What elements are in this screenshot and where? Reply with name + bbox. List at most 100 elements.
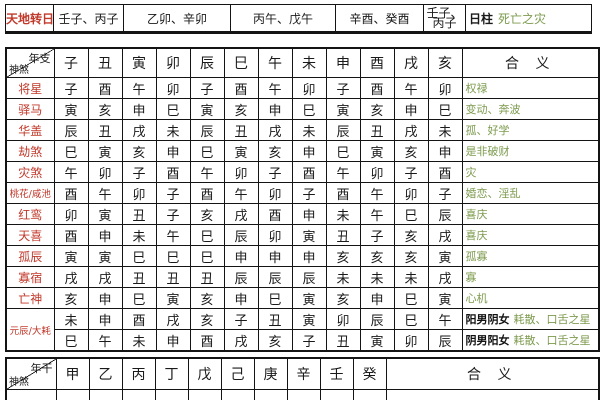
gender-label: 阴男阳女 (465, 334, 510, 347)
branch-value-cell: 戌 (393, 119, 429, 141)
branch-value-cell: 寅 (87, 203, 123, 225)
strip-row: 天地转日 壬子、丙子 乙卯、辛卯 丙午、戊午 辛酉、癸酉 壬子、 丙子 日柱 死亡… (5, 4, 592, 33)
branch-value-cell: 亥 (87, 98, 123, 120)
stacked-line: 壬子、 (426, 6, 463, 20)
shensha-row: 灾煞午卯子酉午卯子酉午卯子酉灾 (5, 161, 600, 183)
branch-value-cell: 申 (291, 140, 327, 162)
meaning-cell: 孤寡 (461, 245, 600, 267)
branch-value-cell: 巳 (189, 140, 225, 162)
day-pillar-label: 日柱 (469, 11, 494, 26)
branch-value-cell: 子 (427, 182, 463, 204)
cutoff-cell (55, 389, 90, 400)
shensha-label: 驿马 (5, 98, 55, 120)
branch-value-cell: 亥 (121, 140, 157, 162)
branch-value-cell: 午 (189, 161, 225, 183)
branch-value-cell: 酉 (53, 182, 89, 204)
branch-value-cell: 辰 (257, 266, 293, 288)
stem-column-header: 庚 (253, 357, 288, 390)
strip-pillar-cell: 丙午、戊午 (230, 4, 336, 33)
branch-value-cell: 卯 (223, 161, 259, 183)
branch-value-cell: 酉 (53, 224, 89, 246)
shensha-row: 巳午未申酉戌亥子丑寅卯辰阴男阳女 耗散、口舌之星 (6, 329, 600, 352)
shensha-label: 华盖 (5, 119, 55, 141)
branch-value-cell: 酉 (291, 161, 327, 183)
branch-value-cell: 巳 (393, 308, 429, 330)
branch-value-cell: 寅 (291, 308, 327, 330)
cutoff-cell (253, 389, 288, 400)
branch-value-cell: 午 (325, 161, 361, 183)
cutoff-cell (319, 389, 354, 400)
meaning-cell: 阳男阴女 耗散、口舌之星 (461, 308, 600, 330)
stem-header-row: 年干 神煞 甲乙丙丁戊己庚辛壬癸合 义 (5, 357, 600, 390)
shensha-label: 红鸾 (5, 203, 55, 225)
branch-value-cell: 巳 (291, 98, 327, 120)
branch-value-cell: 亥 (189, 308, 225, 330)
strip-pillar-stacked-cell: 壬子、 丙子 (423, 4, 466, 33)
branch-column-header: 午 (257, 47, 293, 78)
branch-value-cell: 辰 (189, 119, 225, 141)
branch-value-cell: 卯 (393, 329, 429, 352)
branch-value-cell: 寅 (291, 287, 327, 309)
branch-value-cell: 巳 (53, 329, 89, 352)
branch-value-cell: 巳 (121, 245, 157, 267)
cutoff-cell (154, 389, 189, 400)
branch-value-cell: 未 (325, 266, 361, 288)
branch-value-cell: 辰 (223, 266, 259, 288)
corner-top-label: 年干 (30, 362, 53, 375)
branch-value-cell: 巳 (393, 203, 429, 225)
branch-value-cell: 酉 (121, 308, 157, 330)
branch-value-cell: 午 (257, 77, 293, 99)
branch-column-header: 酉 (359, 47, 395, 78)
branch-value-cell: 亥 (359, 98, 395, 120)
branch-value-cell: 未 (325, 203, 361, 225)
branch-value-cell: 亥 (393, 224, 429, 246)
shensha-row: 孤辰寅寅巳巳巳申申申亥亥亥寅孤寡 (5, 245, 600, 267)
branch-value-cell: 戌 (223, 329, 259, 352)
stem-column-header: 丙 (121, 357, 156, 390)
branch-value-cell: 丑 (155, 266, 191, 288)
shensha-label: 劫煞 (5, 140, 55, 162)
branch-value-cell: 子 (155, 182, 191, 204)
branch-value-cell: 卯 (325, 308, 361, 330)
stem-column-header: 甲 (55, 357, 90, 390)
branch-value-cell: 子 (189, 77, 225, 99)
branch-value-cell: 酉 (325, 182, 361, 204)
branch-value-cell: 寅 (427, 287, 463, 309)
branch-value-cell: 巳 (155, 245, 191, 267)
branch-value-cell: 子 (155, 203, 191, 225)
meaning-cell: 灾 (461, 161, 600, 183)
branch-value-cell: 申 (359, 287, 395, 309)
meaning-cell: 权禄 (461, 77, 600, 99)
branch-value-cell: 丑 (189, 266, 225, 288)
branch-value-cell: 寅 (87, 140, 123, 162)
branch-value-cell: 未 (121, 329, 157, 352)
corner-bottom-label: 神煞 (9, 65, 29, 76)
branch-value-cell: 戌 (121, 119, 157, 141)
meaning-cell: 婚恋、淫乱 (461, 182, 600, 204)
shensha-row: 天喜酉申未午巳辰卯寅丑子亥戌喜庆 (5, 224, 600, 246)
branch-value-cell: 巳 (427, 98, 463, 120)
meaning-cell: 是非破财 (461, 140, 600, 162)
strip-pillar-cell: 乙卯、辛卯 (123, 4, 231, 33)
day-pillar-meaning: 死亡之灾 (498, 11, 547, 26)
branch-value-cell: 卯 (155, 77, 191, 99)
branch-value-cell: 酉 (155, 161, 191, 183)
branch-value-cell: 申 (257, 245, 293, 267)
branch-value-cell: 戌 (53, 266, 89, 288)
branch-value-cell: 未 (53, 308, 89, 330)
branch-value-cell: 巳 (257, 287, 293, 309)
branch-value-cell: 申 (393, 98, 429, 120)
branch-value-cell: 亥 (257, 329, 293, 352)
branch-value-cell: 辰 (325, 119, 361, 141)
meaning-cell: 喜庆 (461, 203, 600, 225)
branch-value-cell: 亥 (359, 245, 395, 267)
shensha-row: 元辰/大耗未申酉戌亥子丑寅卯辰巳午阳男阴女 耗散、口舌之星 (5, 308, 600, 352)
cutoff-cell (187, 389, 222, 400)
stacked-line: 丙子 (432, 16, 457, 30)
branch-value-cell: 丑 (325, 329, 361, 352)
branch-value-cell: 卯 (393, 182, 429, 204)
cutoff-cell (220, 389, 255, 400)
branch-column-header: 未 (291, 47, 327, 78)
branch-value-cell: 申 (291, 203, 327, 225)
shensha-row: 桃花/咸池酉午卯子酉午卯子酉午卯子婚恋、淫乱 (5, 182, 600, 204)
